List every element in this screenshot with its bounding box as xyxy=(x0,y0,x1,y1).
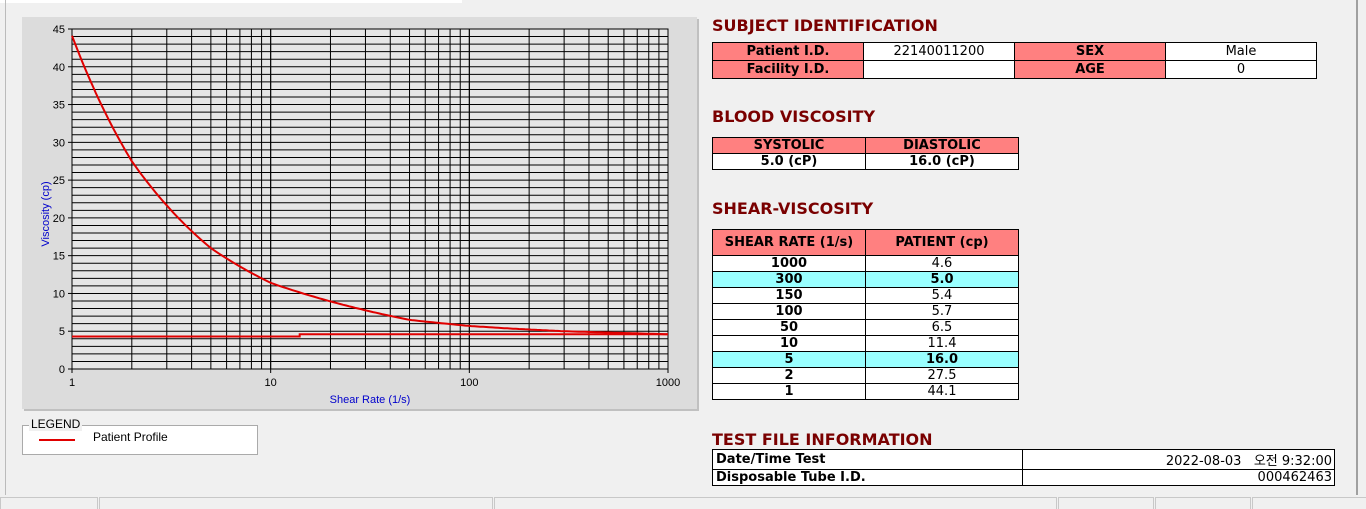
patient-value-cell: 16.0 xyxy=(866,352,1019,368)
patient-value-cell: 6.5 xyxy=(866,320,1019,336)
shear-rate-cell: 150 xyxy=(713,288,866,304)
patient-value-cell: 5.0 xyxy=(866,272,1019,288)
legend: LEGEND Patient Profile xyxy=(22,425,258,455)
shear-viscosity-title: SHEAR-VISCOSITY xyxy=(712,199,873,218)
scrollbar-edge xyxy=(1356,0,1358,495)
systolic-value: 5.0 (cP) xyxy=(713,154,866,170)
systolic-label: SYSTOLIC xyxy=(713,138,866,154)
y-tick-label: 25 xyxy=(53,175,65,187)
subject-title: SUBJECT IDENTIFICATION xyxy=(712,16,938,35)
facility-id-value xyxy=(864,61,1015,79)
date-time-label: Date/Time Test xyxy=(713,450,1023,470)
status-segment xyxy=(1155,497,1251,509)
y-tick-label: 15 xyxy=(53,251,65,263)
shear-rate-cell: 10 xyxy=(713,336,866,352)
patient-value-cell: 5.7 xyxy=(866,304,1019,320)
date-time-value: 2022-08-03 오전 9:32:00 xyxy=(1023,450,1335,470)
x-tick-label: 1 xyxy=(69,377,75,389)
blood-viscosity-title: BLOOD VISCOSITY xyxy=(712,107,875,126)
divider xyxy=(5,0,6,495)
legend-title: LEGEND xyxy=(29,417,82,431)
x-tick-label: 1000 xyxy=(656,377,680,389)
x-tick-label: 10 xyxy=(265,377,277,389)
status-segment xyxy=(0,497,98,509)
patient-id-label: Patient I.D. xyxy=(713,43,864,61)
y-axis-label: Viscosity (cp) xyxy=(40,181,52,246)
patient-value-cell: 27.5 xyxy=(866,368,1019,384)
shear-rate-cell: 1 xyxy=(713,384,866,400)
shear-rate-cell: 100 xyxy=(713,304,866,320)
viscosity-chart: 0 5 10 15 20 25 30 35 40 45 1 10 100 1000 Shear Rate (… xyxy=(22,17,697,409)
diastolic-label: DIASTOLIC xyxy=(866,138,1019,154)
y-tick-label: 20 xyxy=(53,213,65,225)
y-tick-label: 5 xyxy=(59,326,65,338)
shear-rate-cell: 2 xyxy=(713,368,866,384)
tube-id-value: 000462463 xyxy=(1023,470,1335,486)
legend-line-swatch xyxy=(39,439,75,441)
shear-rate-cell: 50 xyxy=(713,320,866,336)
sex-value: Male xyxy=(1166,43,1317,61)
facility-id-label: Facility I.D. xyxy=(713,61,864,79)
shear-rate-cell: 5 xyxy=(713,352,866,368)
tube-id-label: Disposable Tube I.D. xyxy=(713,470,1023,486)
shear-rate-header: SHEAR RATE (1/s) xyxy=(713,230,866,256)
status-segment xyxy=(494,497,1057,509)
patient-id-value: 22140011200 xyxy=(864,43,1015,61)
legend-label: Patient Profile xyxy=(93,430,168,444)
status-segment xyxy=(1252,497,1366,509)
shear-rate-cell: 300 xyxy=(713,272,866,288)
patient-header: PATIENT (cp) xyxy=(866,230,1019,256)
test-file-title: TEST FILE INFORMATION xyxy=(712,430,933,449)
status-segment xyxy=(1058,497,1154,509)
y-tick-label: 45 xyxy=(53,24,65,36)
y-tick-label: 10 xyxy=(53,288,65,300)
y-tick-label: 35 xyxy=(53,100,65,112)
age-label: AGE xyxy=(1015,61,1166,79)
patient-value-cell: 44.1 xyxy=(866,384,1019,400)
top-strip xyxy=(0,0,462,3)
patient-value-cell: 4.6 xyxy=(866,256,1019,272)
x-tick-label: 100 xyxy=(460,377,478,389)
sex-label: SEX xyxy=(1015,43,1166,61)
y-tick-label: 30 xyxy=(53,137,65,149)
chart-panel: 0 5 10 15 20 25 30 35 40 45 1 10 100 1000 Shear Rate (… xyxy=(22,17,697,409)
diastolic-value: 16.0 (cP) xyxy=(866,154,1019,170)
patient-value-cell: 5.4 xyxy=(866,288,1019,304)
status-bar xyxy=(0,495,1366,508)
x-axis-label: Shear Rate (1/s) xyxy=(330,394,411,406)
status-segment xyxy=(99,497,493,509)
age-value: 0 xyxy=(1166,61,1317,79)
patient-value-cell: 11.4 xyxy=(866,336,1019,352)
y-tick-label: 0 xyxy=(59,364,65,376)
y-tick-label: 40 xyxy=(53,62,65,74)
shear-rate-cell: 1000 xyxy=(713,256,866,272)
